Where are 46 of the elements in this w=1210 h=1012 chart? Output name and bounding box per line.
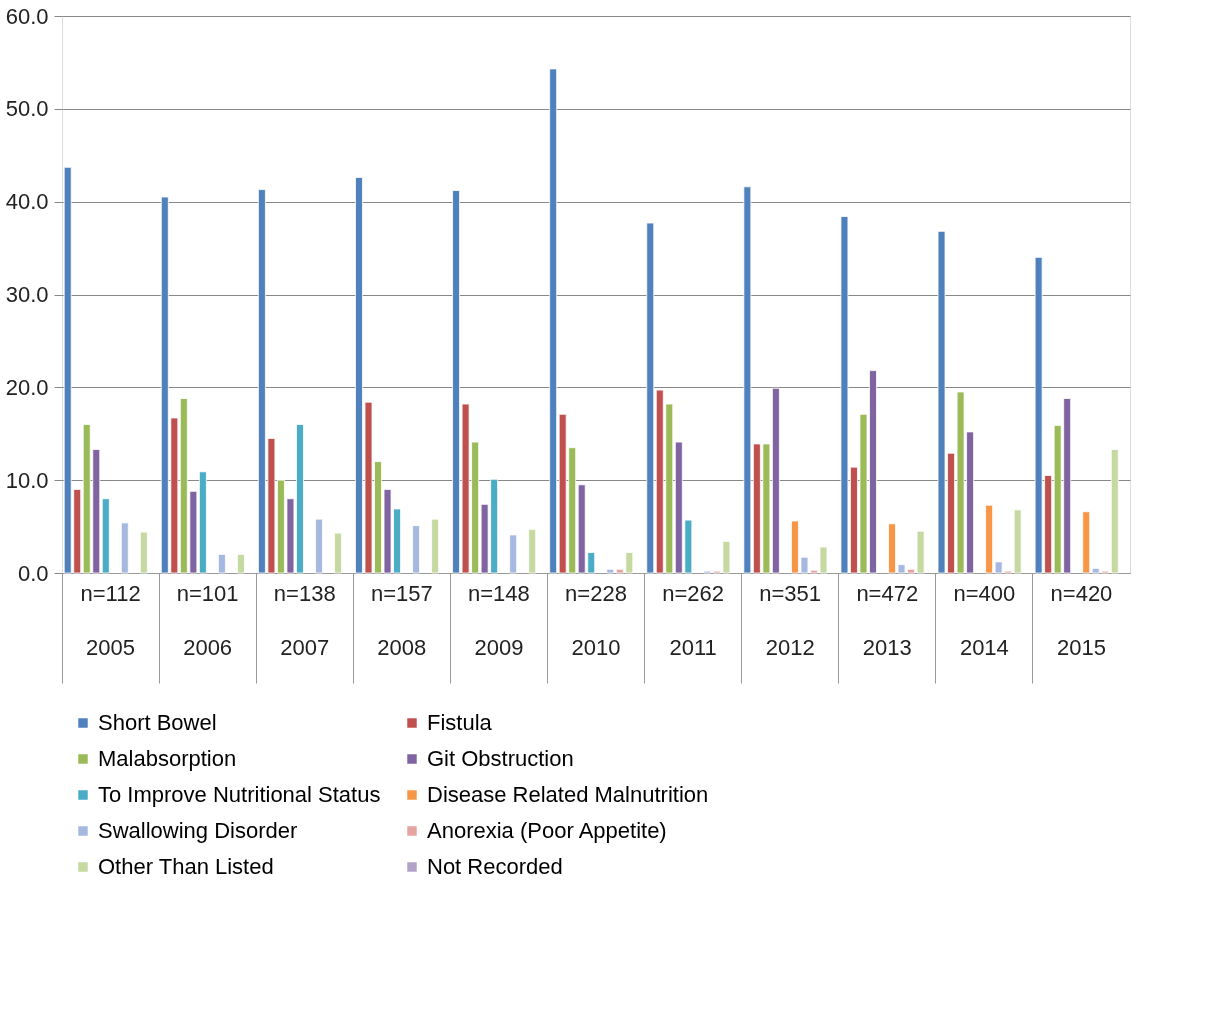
legend-label: Malabsorption [98,746,237,771]
category-label: n=351 2012 [759,580,822,660]
legend-label: Not Recorded [427,854,563,879]
legend-label: Short Bowel [98,710,217,735]
category-label: n=112 2005 [80,580,141,660]
bar [1082,511,1091,574]
category-label: n=138 2007 [273,580,336,660]
category-label: n=148 2009 [468,580,530,660]
bar [237,554,245,574]
category-label: n=101 2006 [176,580,239,660]
legend-label: Other Than Listed [98,854,274,879]
y-tick-label: 60.0 [5,3,49,29]
bar [1110,449,1119,574]
y-tick-label: 10.0 [5,467,49,493]
bar [646,222,655,574]
bar [101,498,110,574]
category-label: n=157 2008 [370,580,433,660]
bar [606,568,615,574]
y-tick-label: 20.0 [5,374,49,400]
legend-label: To Improve Nutritional Status [98,782,381,807]
y-tick-label: 0.0 [17,560,49,586]
bar [139,531,148,574]
bar [334,532,342,574]
legend-label: Disease Related Malnutrition [427,782,709,807]
y-tick-label: 50.0 [5,96,49,122]
y-tick-label: 30.0 [5,282,49,307]
bar [1013,509,1022,574]
bar [743,186,752,574]
category-label: n=472 2013 [856,580,919,660]
category-label: n=262 2011 [662,580,724,660]
bar [315,518,323,574]
category-label: n=420 2015 [1050,580,1113,660]
bar [431,518,440,574]
bar [218,554,226,574]
legend-label: Git Obstruction [427,746,574,771]
bar [549,68,558,574]
category-label: n=400 2014 [953,580,1016,660]
legend-label: Anorexia (Poor Appetite) [427,818,667,843]
bar [528,528,537,574]
y-tick-label: 40.0 [5,189,49,215]
category-label: n=228 2010 [565,580,627,660]
legend-label: Swallowing Disorder [98,818,298,843]
bar [412,525,420,574]
legend-label: Fistula [427,710,493,735]
bar [120,522,129,574]
bar [509,534,518,574]
